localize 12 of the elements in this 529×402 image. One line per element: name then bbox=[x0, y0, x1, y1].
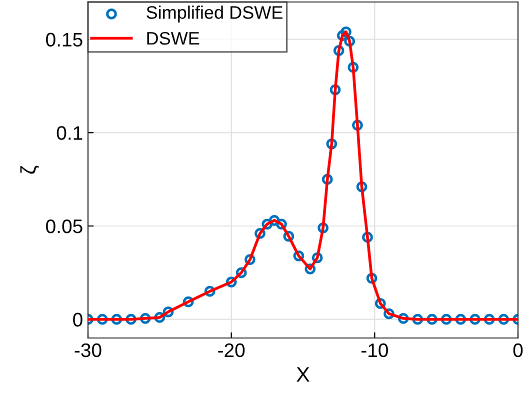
y-tick-label: 0.15 bbox=[46, 32, 82, 47]
x-tick-label: 0 bbox=[513, 343, 523, 358]
y-tick-label: 0 bbox=[73, 312, 82, 327]
y-axis-title: ζ bbox=[20, 166, 40, 174]
x-tick-label: -30 bbox=[74, 343, 102, 358]
legend-label: DSWE bbox=[147, 32, 200, 45]
x-tick-label: -10 bbox=[361, 343, 388, 358]
y-tick-label: 0.05 bbox=[46, 219, 82, 234]
legend-label: Simplified DSWE bbox=[146, 6, 282, 22]
y-tick-label: 0.1 bbox=[56, 126, 82, 140]
x-axis-title: X bbox=[296, 367, 310, 382]
x-tick-label: -20 bbox=[218, 343, 245, 358]
